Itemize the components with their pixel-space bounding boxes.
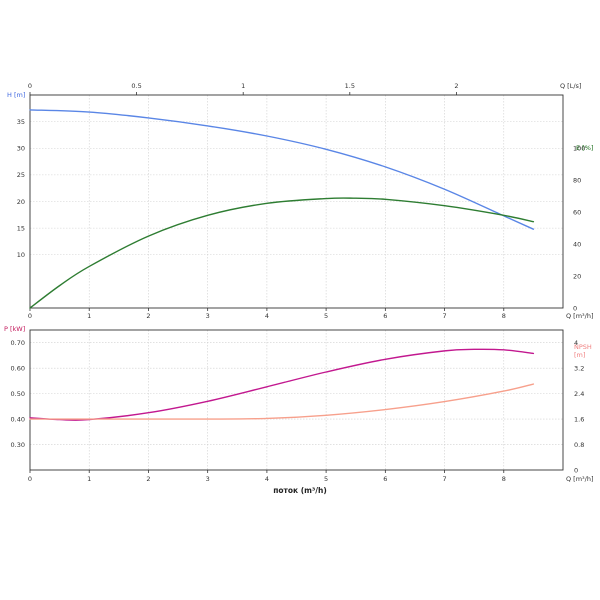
- h-axis-label: H [m]: [7, 91, 25, 99]
- top-panel-x-tick-label: 5: [324, 312, 328, 320]
- head-curve: [29, 109, 535, 230]
- bottom-panel-x-tick-label: 1: [87, 475, 91, 483]
- x-axis-title: поток (m³/h): [273, 486, 327, 495]
- top-panel-x-tick-label: 8: [502, 312, 506, 320]
- npsh-axis-tick-label: 3.2: [574, 364, 584, 372]
- e-axis-tick-label: 100: [573, 145, 585, 153]
- bottom-panel-x-tick-label: 5: [324, 475, 328, 483]
- top-axis-tick-label: 1: [241, 82, 245, 90]
- npsh-axis-tick-label: 0.8: [574, 441, 584, 449]
- top-axis-unit-label: Q [L/s]: [560, 82, 581, 90]
- h-axis-tick-label: 20: [17, 198, 25, 206]
- bottom-plot-frame: [29, 329, 564, 471]
- top-panel-x-unit-label: Q [m³/h]: [566, 312, 594, 320]
- efficiency-curve: [29, 197, 535, 309]
- h-axis-tick-label: 35: [17, 118, 25, 126]
- p-axis-tick-label: 0.60: [11, 364, 25, 372]
- top-panel-x-tick-label: 2: [146, 312, 150, 320]
- top-axis-tick-label: 2: [454, 82, 458, 90]
- npsh-axis-tick-label: 0: [574, 466, 578, 474]
- p-axis-tick-label: 0.50: [11, 390, 25, 398]
- p-axis-tick-label: 0.30: [11, 441, 25, 449]
- npsh-axis-label-line2: [m]: [574, 351, 585, 359]
- bottom-panel-x-tick-label: 2: [146, 475, 150, 483]
- p-axis-label: P [kW]: [4, 325, 25, 333]
- top-plot-frame: [29, 94, 564, 309]
- npsh-curve: [29, 383, 535, 420]
- top-panel-x-tick-label: 6: [383, 312, 387, 320]
- bottom-panel-x-tick-label: 4: [265, 475, 269, 483]
- npsh-axis-label-line1: NPSH: [574, 343, 592, 351]
- e-axis-tick-label: 0: [573, 304, 577, 312]
- e-axis-label: E [%]: [576, 144, 593, 152]
- power-curve: [29, 348, 535, 421]
- top-axis-tick-label: 0.5: [131, 82, 141, 90]
- e-axis-tick-label: 20: [573, 272, 581, 280]
- npsh-axis-tick-label: 2.4: [574, 390, 584, 398]
- h-axis-tick-label: 30: [17, 145, 25, 153]
- e-axis-tick-label: 80: [573, 176, 581, 184]
- top-panel-x-tick-label: 1: [87, 312, 91, 320]
- h-axis-tick-label: 25: [17, 171, 25, 179]
- npsh-axis-tick-label: 1.6: [574, 415, 584, 423]
- p-axis-tick-label: 0.70: [11, 339, 25, 347]
- top-panel-x-tick-label: 7: [442, 312, 446, 320]
- bottom-panel-x-tick-label: 0: [28, 475, 32, 483]
- top-panel-x-tick-label: 4: [265, 312, 269, 320]
- h-axis-tick-label: 10: [17, 251, 25, 259]
- p-axis-tick-label: 0.40: [11, 415, 25, 423]
- top-axis-tick-label: 1.5: [345, 82, 355, 90]
- bottom-panel-x-tick-label: 8: [502, 475, 506, 483]
- top-axis-tick-label: 0: [28, 82, 32, 90]
- top-panel-x-tick-label: 0: [28, 312, 32, 320]
- h-axis-tick-label: 15: [17, 224, 25, 232]
- bottom-panel-x-tick-label: 7: [442, 475, 446, 483]
- e-axis-tick-label: 60: [573, 208, 581, 216]
- bottom-panel-x-tick-label: 6: [383, 475, 387, 483]
- npsh-axis-tick-label: 4: [574, 339, 578, 347]
- e-axis-tick-label: 40: [573, 240, 581, 248]
- bottom-panel-x-tick-label: 3: [206, 475, 210, 483]
- top-panel-x-tick-label: 3: [206, 312, 210, 320]
- bottom-panel-x-unit-label: Q [m³/h]: [566, 475, 594, 483]
